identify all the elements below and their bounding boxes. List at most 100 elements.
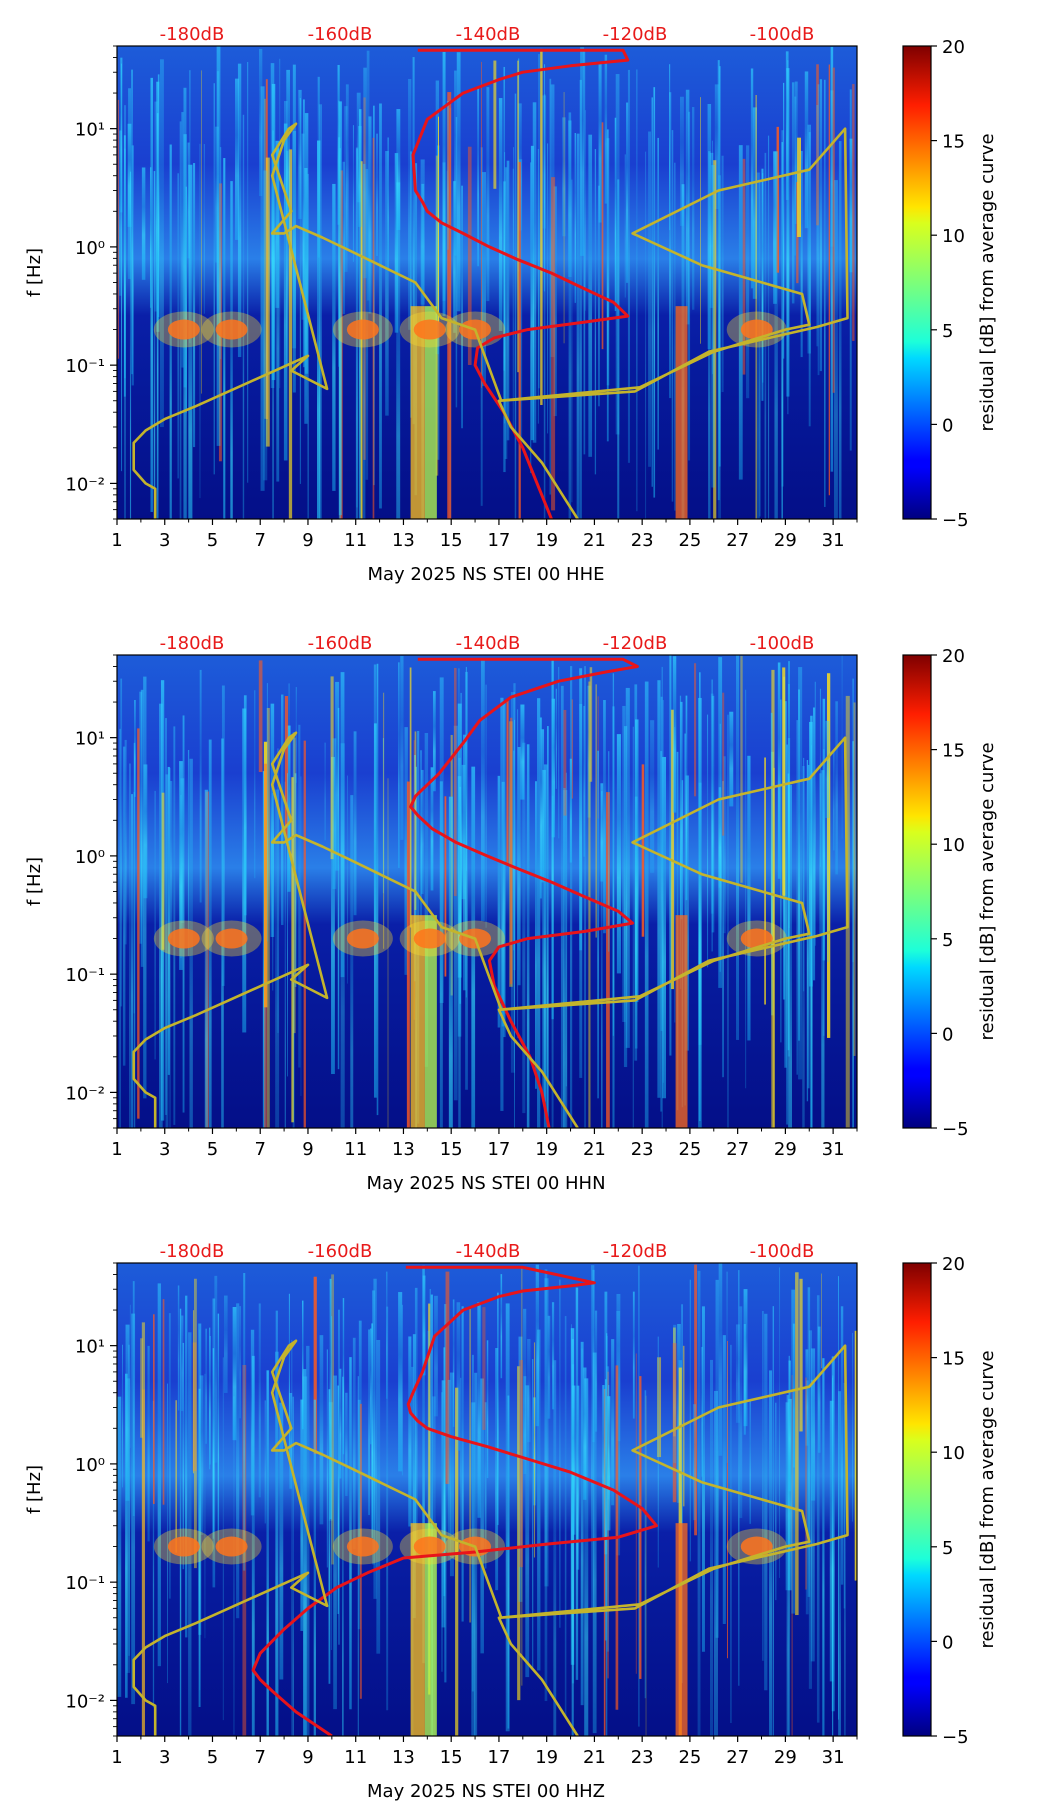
spectrogram-stripe bbox=[853, 702, 856, 1056]
spectrogram-stripe bbox=[498, 98, 503, 331]
spectrogram-stripe bbox=[709, 152, 714, 308]
spectrogram-stripe bbox=[352, 125, 354, 262]
spectrogram-stripe bbox=[547, 1315, 551, 1419]
spectrogram-stripe bbox=[773, 767, 775, 1128]
spectrogram-stripe bbox=[736, 655, 740, 1040]
x-tick-label: 17 bbox=[487, 1747, 510, 1768]
y-tick-label: 10⁻¹ bbox=[65, 1573, 105, 1594]
spectrogram-stripe bbox=[755, 94, 757, 519]
spectrogram-stripe bbox=[214, 1275, 218, 1463]
spectrogram-stripe bbox=[513, 683, 516, 971]
spectrogram-stripe bbox=[660, 696, 663, 1031]
spectrogram-blob bbox=[346, 1536, 379, 1557]
spectrogram-stripe bbox=[726, 1271, 728, 1463]
spectrogram-stripe bbox=[854, 1330, 857, 1581]
spectrogram-stripe bbox=[602, 1385, 605, 1539]
spectrogram-stripe bbox=[387, 137, 389, 271]
spectrogram-stripe bbox=[373, 1278, 377, 1599]
spectrogram-stripe bbox=[279, 1402, 284, 1680]
spectrogram-stripe bbox=[830, 90, 834, 247]
spectrogram-stripe bbox=[469, 1309, 471, 1623]
spectrogram-stripe bbox=[563, 787, 566, 1128]
spectrogram-stripe bbox=[840, 1306, 844, 1585]
spectrogram-stripe bbox=[439, 781, 443, 1128]
spectrogram-stripe bbox=[454, 667, 457, 897]
average-curve-line bbox=[411, 48, 630, 519]
spectrogram-stripe bbox=[849, 89, 852, 451]
spectrogram-stripe bbox=[357, 1399, 361, 1630]
spectrogram-stripe bbox=[161, 792, 165, 950]
spectrogram-stripe bbox=[150, 77, 153, 512]
spectrogram-stripe bbox=[441, 1392, 443, 1672]
colorbar-tick-label: 5 bbox=[942, 930, 953, 951]
x-tick-label: 25 bbox=[678, 1139, 701, 1160]
spectrogram-stripe bbox=[800, 150, 803, 358]
spectrogram-stripe bbox=[363, 67, 367, 279]
spectrogram-stripe bbox=[337, 707, 340, 1070]
top-db-label: -160dB bbox=[308, 1241, 373, 1262]
spectrogram-stripe bbox=[583, 49, 586, 455]
spectrogram-stripe bbox=[303, 1376, 308, 1736]
spectrogram-stripe bbox=[287, 725, 291, 892]
spectrogram-stripe bbox=[584, 1378, 589, 1736]
spectrogram-stripe bbox=[484, 1402, 487, 1569]
spectrogram-stripe bbox=[523, 1376, 527, 1475]
spectrogram-stripe bbox=[639, 1376, 642, 1679]
spectrogram-stripe bbox=[482, 1307, 486, 1430]
spectrogram-stripe bbox=[771, 669, 775, 1128]
spectrogram-stripe bbox=[713, 1390, 718, 1736]
spectrogram-stripe bbox=[535, 781, 537, 1089]
spectrogram-blob bbox=[413, 319, 446, 340]
spectrogram-stripe bbox=[205, 1328, 207, 1444]
spectrogram-stripe bbox=[669, 655, 672, 1056]
spectrogram-stripe bbox=[852, 1332, 853, 1522]
spectrogram-stripe bbox=[154, 101, 158, 312]
spectrogram-stripe bbox=[187, 749, 190, 957]
spectrogram-stripe bbox=[332, 738, 337, 889]
spectrogram-stripe bbox=[764, 152, 767, 519]
spectrogram-stripe bbox=[141, 1322, 145, 1736]
y-tick-label: 10⁻¹ bbox=[65, 356, 105, 377]
spectrogram-stripe bbox=[794, 81, 798, 224]
spectrogram-stripe bbox=[122, 746, 126, 1066]
spectrogram-stripe bbox=[189, 758, 193, 1128]
spectrogram-stripe bbox=[512, 168, 514, 429]
spectrogram-stripe bbox=[722, 692, 725, 836]
spectrogram-stripe bbox=[342, 1376, 344, 1736]
colorbar: −5 0 5 10 15 20 residual [dB] from average cur… bbox=[902, 1254, 998, 1748]
spectrogram-stripe bbox=[350, 795, 354, 1128]
x-tick-label: 5 bbox=[207, 1139, 218, 1160]
spectrogram-stripe bbox=[430, 1294, 433, 1736]
x-axis-label: May 2025 NS STEI 00 HHE bbox=[368, 564, 605, 585]
spectrogram-stripe bbox=[429, 1288, 431, 1519]
spectrogram-stripe bbox=[169, 144, 172, 519]
spectrogram-stripe bbox=[796, 720, 798, 1075]
spectrogram-stripe bbox=[746, 145, 750, 399]
spectrogram-stripe bbox=[672, 656, 677, 813]
spectrogram-stripe bbox=[447, 92, 452, 519]
spectrogram-stripe bbox=[510, 692, 515, 1073]
spectrogram-stripe bbox=[131, 794, 134, 1128]
spectrogram-stripe bbox=[707, 714, 709, 968]
spectrogram-stripe bbox=[701, 1306, 705, 1652]
spectrogram-stripe bbox=[376, 1339, 381, 1654]
spectrogram-stripe bbox=[533, 1397, 536, 1506]
spectrogram-stripe bbox=[519, 1360, 523, 1568]
top-db-label: -180dB bbox=[160, 1241, 225, 1262]
spectrogram-stripe bbox=[254, 690, 256, 879]
spectrogram-stripe bbox=[824, 79, 826, 507]
spectrogram-stripe bbox=[614, 117, 617, 312]
spectrogram-stripe bbox=[600, 783, 604, 882]
spectrogram-stripe bbox=[825, 720, 830, 818]
spectrogram-stripe bbox=[527, 1339, 531, 1443]
spectrogram-stripe bbox=[133, 742, 136, 1128]
spectrogram-stripe bbox=[814, 681, 816, 946]
spectrogram-stripe bbox=[616, 1293, 621, 1442]
spectrogram-stripe bbox=[376, 133, 378, 257]
spectrogram-stripe bbox=[193, 1278, 197, 1569]
spectrogram-stripe bbox=[396, 182, 401, 519]
spectrogram-stripe bbox=[812, 707, 816, 981]
spectrogram-stripe bbox=[329, 1278, 332, 1520]
spectrogram-stripe bbox=[223, 1295, 228, 1393]
spectrogram-stripe bbox=[759, 180, 761, 517]
